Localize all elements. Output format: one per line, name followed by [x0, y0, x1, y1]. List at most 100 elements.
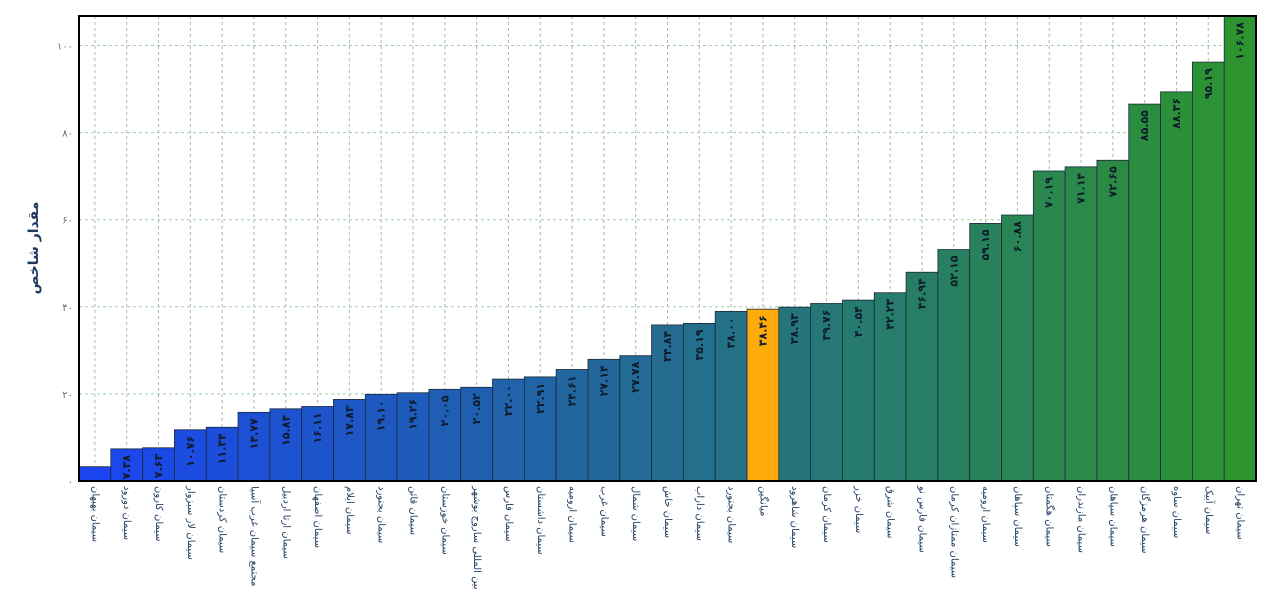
bar	[969, 223, 1002, 482]
bar-value-label: ۲۲.۰۰	[502, 385, 515, 416]
bar	[651, 324, 684, 482]
plot-frame	[78, 15, 1257, 482]
category-label: سیمان بجنورد	[376, 486, 387, 543]
bar-value-label: ۱۰۶.۷۸	[1234, 22, 1247, 60]
bar-value-label: ۸۸.۳۶	[1170, 98, 1183, 129]
bar-value-label: ۵۲.۱۵	[947, 255, 960, 286]
category-label: سیمان قائن	[408, 486, 419, 535]
bar	[905, 271, 939, 482]
bar-value-label: ۱۶.۱۱	[311, 412, 324, 443]
bar-value-label: ۷۲.۶۵	[1106, 166, 1119, 197]
category-label: مجتمع سیمان غرب آسیا	[248, 486, 261, 586]
category-label: سیمان شرق	[885, 486, 896, 538]
bar	[1001, 214, 1034, 482]
y-axis-ticks: ۰ ۲۰ ۴۰ ۶۰ ۸۰ ۱۰۰	[57, 42, 73, 488]
bar-value-label: ۳۸.۰۰	[725, 317, 738, 348]
bar	[1096, 159, 1130, 482]
bar	[205, 426, 239, 482]
bar	[1160, 91, 1193, 482]
bar-value-label: ۲۲.۹۱	[534, 383, 547, 414]
category-label: سیمان آبیک	[1203, 486, 1216, 534]
bar-value-label: ۲۷.۷۸	[629, 361, 642, 392]
bar-value-label: ۱۴.۷۷	[247, 418, 260, 449]
bar	[364, 393, 398, 482]
bar-value-label: ۵۹.۱۵	[979, 229, 992, 260]
bar	[269, 408, 303, 482]
bar-value-label: ۳۵.۱۹	[693, 329, 706, 360]
bar-value-label: ۷۱.۱۴	[1075, 173, 1088, 204]
bar	[492, 378, 525, 482]
category-label: سیمان هرمزگان	[1139, 486, 1151, 554]
category-label: سیمان کرمان	[821, 486, 832, 543]
bar-value-label: ۲۰.۵۲	[470, 393, 483, 424]
bar-value-label: ۱۱.۳۴	[216, 433, 229, 464]
bar-value-label: ۴۰.۵۴	[852, 306, 865, 337]
bar-value-label: ۷۰.۱۹	[1043, 177, 1056, 208]
category-label: سیمان تهران	[1235, 486, 1246, 540]
y-tick-label: ۶۰	[62, 216, 73, 227]
category-label: سیمان لار سبزوار	[185, 485, 196, 560]
bar-value-label: ۱۰.۷۶	[184, 436, 197, 467]
bar	[1223, 15, 1257, 482]
bar-value-label: ۱۹.۲۶	[407, 399, 420, 430]
category-label: سیمان ممتازان کرمان	[948, 486, 959, 578]
category-label: میانگین	[757, 486, 769, 516]
bar	[842, 299, 875, 482]
category-label: سیمان هگمتان	[1044, 486, 1056, 547]
bar	[523, 376, 557, 482]
bar	[237, 411, 271, 482]
y-tick-label: ۸۰	[62, 129, 73, 140]
y-tick-label: ۲۰	[62, 390, 73, 401]
y-tick-label: ۰	[68, 477, 73, 488]
category-label: سیمان خوزستان	[439, 486, 450, 555]
bar-value-label: ۹۵.۱۹	[1202, 68, 1215, 99]
category-label: سیمان داشستان	[535, 486, 546, 555]
category-label: سیمان خاش	[662, 486, 673, 538]
category-label: سیمان شاهرود	[789, 486, 800, 548]
bar-value-label: ۶۰.۸۸	[1011, 221, 1024, 252]
category-label: سیمان سپاهان	[1107, 486, 1118, 547]
bar	[78, 466, 112, 482]
bar-value-label: ۱۹.۱۰	[375, 400, 388, 431]
bars: ۷.۳۸ ۷.۶۳ ۱۰.۷۶ ۱۱.۳۴ ۱۴.۷۷ ۱۵.۸۴ ۱۶.۱۱ ۱۷.۸۳ ۱۹…	[78, 15, 1257, 482]
bar	[1032, 170, 1066, 482]
category-label: سیمان مازندران	[1076, 486, 1087, 553]
category-label: سیمان اصفهان	[312, 486, 323, 548]
category-label: سیمان دورود	[121, 486, 132, 540]
category-label: سیمان غرب	[598, 486, 609, 537]
category-label: سیمان بهبهان	[89, 486, 100, 542]
category-label: سیمان کارون	[153, 486, 164, 542]
category-label: سیمان داراب	[694, 486, 705, 541]
bar-value-label: ۴۶.۹۴	[915, 278, 928, 309]
bar-value-label: ۳۴.۸۴	[661, 331, 674, 362]
category-label: سیمان ارومیه	[980, 486, 991, 543]
bar-value-label: ۱۵.۸۴	[279, 415, 292, 446]
bar	[428, 388, 462, 482]
category-label: سیمان سپاهان	[1012, 486, 1023, 547]
bar	[683, 323, 716, 482]
bar-value-label: ۲۰.۰۵	[438, 395, 451, 426]
category-label: سیمان شمال	[630, 486, 641, 541]
bar-value-label: ۳۸.۴۶	[756, 315, 769, 346]
bar-value-label: ۸۵.۵۵	[1138, 110, 1151, 141]
bar-value-label: ۷.۶۳	[152, 453, 165, 478]
bar	[174, 429, 207, 482]
bar-value-label: ۱۷.۸۳	[343, 405, 356, 436]
bar	[1191, 61, 1225, 482]
bar	[460, 386, 493, 482]
category-label: سیمان خزر	[853, 485, 864, 533]
category-label: بین المللی ساروج بوشهر	[471, 485, 482, 590]
bar-value-label: ۲۴.۶۱	[566, 375, 579, 406]
category-label: سیمان فارس	[503, 486, 514, 542]
bar	[714, 310, 748, 482]
x-axis-labels: سیمان بهبهان سیمان دورود سیمان کارون سیمان …	[89, 485, 1245, 590]
bar	[110, 448, 144, 482]
category-label: سیمان ایلام	[344, 486, 355, 534]
category-label: سیمان ساوه	[1171, 486, 1182, 538]
bar-value-label: ۲۷.۱۴	[597, 365, 610, 396]
y-tick-label: ۴۰	[62, 303, 73, 314]
y-tick-label: ۱۰۰	[57, 42, 73, 53]
bar-value-label: ۳۸.۹۳	[788, 313, 801, 344]
category-label: سیمان کردستان	[217, 486, 228, 553]
